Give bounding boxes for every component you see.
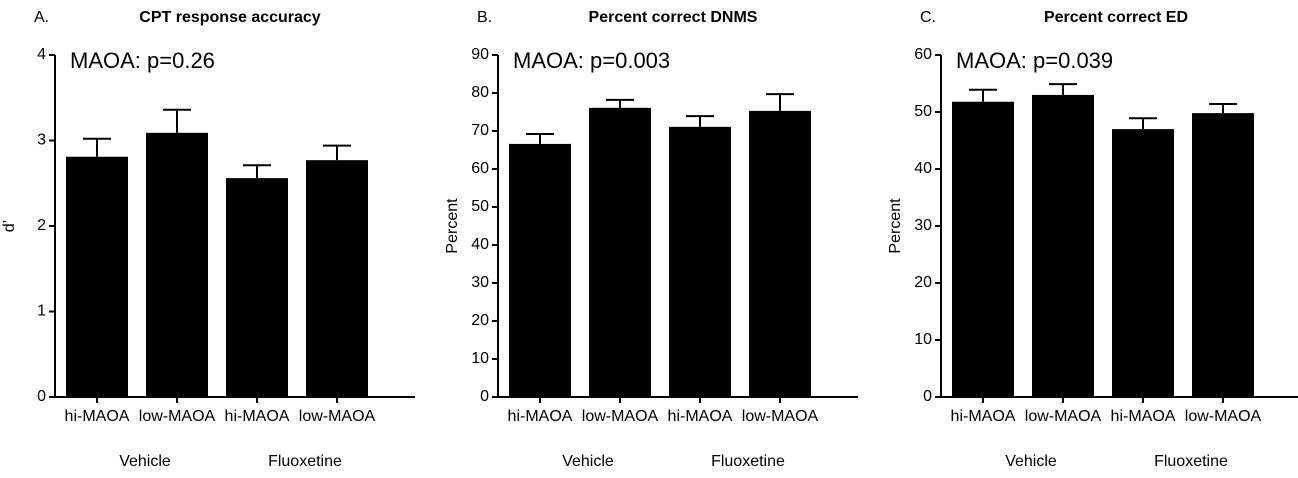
bar (669, 126, 731, 397)
panel-label: A. (34, 9, 49, 26)
bar (306, 160, 368, 397)
bar (1032, 94, 1094, 398)
y-tick-label: 0 (480, 388, 489, 405)
annotation: MAOA: p=0.26 (70, 48, 215, 73)
x-tick-label: hi-MAOA (225, 408, 290, 425)
bar (509, 143, 571, 397)
chart-title: Percent correct ED (1044, 9, 1188, 26)
group-label: Fluoxetine (1154, 453, 1228, 470)
chart-title: Percent correct DNMS (589, 9, 758, 26)
y-tick-label: 40 (471, 236, 489, 253)
bar (66, 156, 128, 397)
y-tick-label: 0 (923, 388, 932, 405)
chart-title: CPT response accuracy (139, 9, 321, 26)
x-tick-label: hi-MAOA (508, 408, 573, 425)
y-tick-label: 60 (914, 46, 932, 63)
panel-label: B. (477, 9, 492, 26)
panel-label: C. (920, 9, 936, 26)
bar (952, 101, 1014, 398)
group-label: Vehicle (562, 453, 614, 470)
x-tick-label: low-MAOA (582, 408, 659, 425)
bar (1112, 129, 1174, 397)
x-tick-label: hi-MAOA (668, 408, 733, 425)
group-label: Vehicle (119, 453, 171, 470)
y-tick-label: 20 (471, 312, 489, 329)
x-tick-label: low-MAOA (139, 408, 216, 425)
y-tick-label: 60 (471, 160, 489, 177)
y-tick-label: 90 (471, 46, 489, 63)
y-axis-label: Percent (444, 198, 461, 254)
y-tick-label: 0 (37, 388, 46, 405)
y-tick-label: 70 (471, 122, 489, 139)
x-tick-label: low-MAOA (299, 408, 376, 425)
bar (749, 110, 811, 398)
x-tick-label: hi-MAOA (1111, 408, 1176, 425)
group-label: Fluoxetine (268, 453, 342, 470)
x-tick-label: low-MAOA (1025, 408, 1102, 425)
y-tick-label: 20 (914, 274, 932, 291)
bar (589, 107, 651, 397)
y-tick-label: 10 (914, 331, 932, 348)
bar (226, 178, 288, 397)
group-label: Fluoxetine (711, 453, 785, 470)
x-tick-label: hi-MAOA (65, 408, 130, 425)
y-axis-label: d’ (1, 220, 18, 232)
annotation: MAOA: p=0.003 (513, 48, 670, 73)
y-tick-label: 4 (37, 46, 46, 63)
y-tick-label: 30 (914, 217, 932, 234)
y-axis-label: Percent (887, 198, 904, 254)
x-tick-label: hi-MAOA (951, 408, 1016, 425)
y-tick-label: 80 (471, 84, 489, 101)
bar (146, 132, 208, 397)
y-tick-label: 2 (37, 217, 46, 234)
y-tick-label: 10 (471, 350, 489, 367)
y-tick-label: 30 (471, 274, 489, 291)
group-label: Vehicle (1005, 453, 1057, 470)
x-tick-label: low-MAOA (1185, 408, 1262, 425)
y-tick-label: 50 (914, 103, 932, 120)
y-tick-label: 50 (471, 198, 489, 215)
x-tick-label: low-MAOA (742, 408, 819, 425)
y-tick-label: 3 (37, 132, 46, 149)
annotation: MAOA: p=0.039 (956, 48, 1113, 73)
y-tick-label: 1 (37, 303, 46, 320)
y-tick-label: 40 (914, 160, 932, 177)
bar (1192, 113, 1254, 397)
